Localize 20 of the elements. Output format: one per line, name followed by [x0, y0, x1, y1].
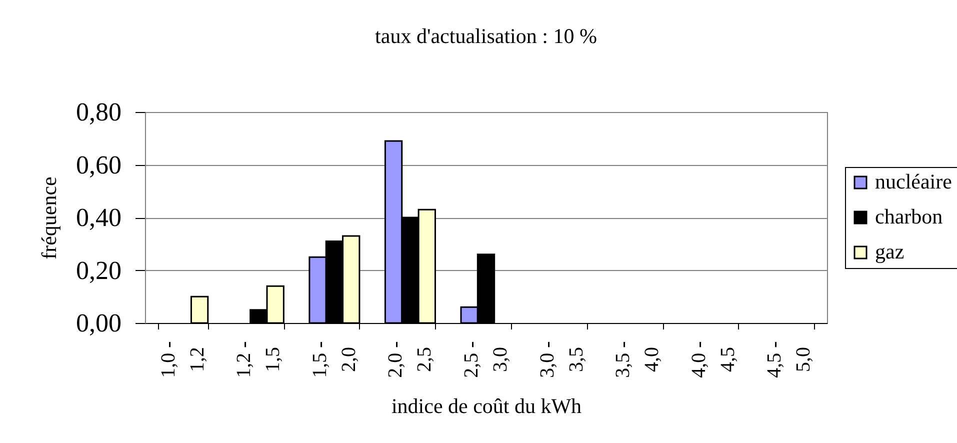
x-tick-label: 2,5 - 3,0 — [460, 341, 512, 378]
y-axis-title: fréquence — [37, 176, 61, 260]
legend-label: nucléaire — [875, 170, 952, 194]
x-tick-label: 3,5 - 4,0 — [612, 341, 664, 378]
y-tick-label: 0,00 — [76, 308, 122, 338]
x-tick-label: 1,5 - 2,0 — [308, 341, 360, 378]
x-tick-label: 2,0 - 2,5 — [384, 341, 436, 378]
x-axis-title: indice de coût du kWh — [391, 394, 582, 418]
y-tick-label: 0,80 — [76, 98, 122, 126]
chart-title: taux d'actualisation : 10 % — [375, 24, 597, 48]
x-tick-label: 4,5 - 5,0 — [764, 341, 815, 378]
x-tick-label: 3,0 - 3,5 — [536, 341, 588, 378]
y-tick-label: 0,20 — [76, 256, 122, 285]
y-tick-label: 0,40 — [76, 203, 122, 232]
y-tick-label: 0,60 — [76, 150, 122, 180]
x-tick-label: 1,2 - 1,5 — [233, 341, 284, 378]
legend-label: gaz — [875, 240, 904, 264]
x-tick-label: 4,0 - 4,5 — [688, 341, 739, 378]
legend-label: charbon — [875, 204, 944, 228]
x-tick-label: 1,0 - 1,2 — [157, 341, 208, 378]
